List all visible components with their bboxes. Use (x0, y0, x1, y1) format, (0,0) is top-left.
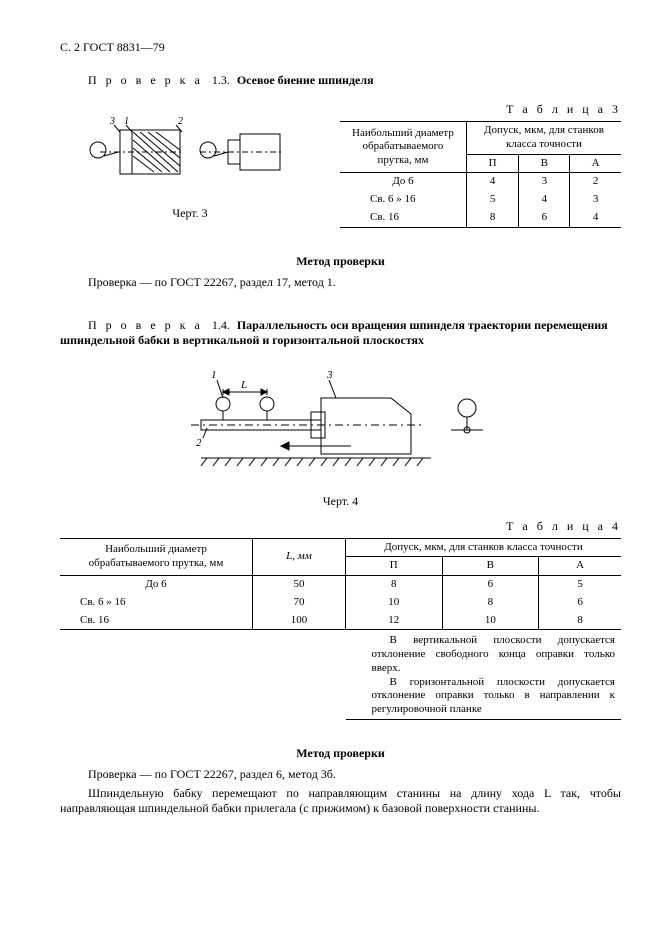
figure-3-svg: 3 1 2 (60, 110, 320, 200)
table-3-block: Т а б л и ц а 3 Наибольший диаметр обраб… (320, 102, 621, 228)
figure-3: 3 1 2 Черт. 3 (60, 102, 320, 221)
fig4-label-3: 3 (326, 369, 333, 381)
method-1-4-heading: Метод проверки (60, 746, 621, 761)
table-4-block: Т а б л и ц а 4 Наибольший диаметр обраб… (60, 519, 621, 720)
t4-r2-L: 70 (253, 594, 346, 612)
t3-r3-a: 4 (570, 209, 621, 227)
t3-r2-d: Св. 6 » 16 (340, 191, 466, 209)
t4-r2-v: 8 (442, 594, 539, 612)
fig3-label-1: 1 (124, 116, 129, 127)
t3-head-tol: Допуск, мкм, для станков класса точности (466, 122, 621, 155)
t3-col-a: А (570, 154, 621, 173)
method-1-3-text: Проверка — по ГОСТ 22267, раздел 17, мет… (60, 275, 621, 290)
t3-r3-p: 8 (466, 209, 518, 227)
t3-r2-v: 4 (519, 191, 570, 209)
table-4: Наибольший диаметр обрабатываемого прутк… (60, 538, 621, 720)
t4-col-a: А (539, 557, 621, 576)
method-1-4-text-1: Проверка — по ГОСТ 22267, раздел 6, мето… (60, 767, 621, 782)
t4-r2-a: 6 (539, 594, 621, 612)
t4-head-diam: Наибольший диаметр обрабатываемого прутк… (60, 538, 253, 576)
page-header: С. 2 ГОСТ 8831—79 (60, 40, 621, 55)
method-1-4-text-2-span: Шпиндельную бабку перемещают по направля… (60, 786, 621, 815)
t4-note-2: В горизонтальной плоскости допускается о… (352, 676, 616, 717)
t4-r3-L: 100 (253, 612, 346, 630)
t3-col-p: П (466, 154, 518, 173)
t3-col-v: В (519, 154, 570, 173)
t3-r3-d: Св. 16 (340, 209, 466, 227)
check14-number: 1.4. (212, 318, 230, 332)
t4-r2-p: 10 (346, 594, 443, 612)
t3-r3-v: 6 (519, 209, 570, 227)
check-title: Осевое биение шпинделя (237, 73, 374, 87)
figure-4-caption: Черт. 4 (60, 494, 621, 509)
t3-r1-d: До 6 (340, 173, 466, 191)
t3-r2-p: 5 (466, 191, 518, 209)
t4-r1-d: До 6 (60, 576, 253, 594)
table-3: Наибольший диаметр обрабатываемого прутк… (340, 121, 621, 228)
t4-r3-a: 8 (539, 612, 621, 630)
t4-note-1: В вертикальной плоскости допускается отк… (352, 634, 616, 675)
t4-head-L: L, мм (253, 538, 346, 576)
t4-col-p: П (346, 557, 443, 576)
fig3-label-2: 2 (178, 116, 183, 127)
table-3-caption: Т а б л и ц а 3 (340, 102, 621, 117)
t3-r1-a: 2 (570, 173, 621, 191)
t4-r3-d: Св. 16 (60, 612, 253, 630)
fig4-label-L: L (240, 379, 247, 391)
t4-r1-v: 6 (442, 576, 539, 594)
t4-head-tol: Допуск, мкм, для станков класса точности (346, 538, 622, 557)
figure-4-svg: 1 L 3 2 (161, 358, 521, 488)
fig4-label-2: 2 (196, 437, 202, 449)
fig3-and-table3-row: 3 1 2 Черт. 3 Т а б л и ц а 3 Наибольший… (60, 102, 621, 228)
method-1-4-text-2: Шпиндельную бабку перемещают по направля… (60, 786, 621, 816)
figure-3-caption: Черт. 3 (60, 206, 320, 221)
check-1-4-heading: П р о в е р к а 1.4. Параллельность оси … (60, 318, 621, 348)
table-4-caption: Т а б л и ц а 4 (60, 519, 621, 534)
t3-r1-p: 4 (466, 173, 518, 191)
fig4-label-1: 1 (211, 369, 217, 381)
method-1-3-heading: Метод проверки (60, 254, 621, 269)
t4-r2-d: Св. 6 » 16 (60, 594, 253, 612)
t3-r1-v: 3 (519, 173, 570, 191)
page-label: С. 2 ГОСТ 8831—79 (60, 40, 165, 54)
t4-r1-L: 50 (253, 576, 346, 594)
t4-r3-p: 12 (346, 612, 443, 630)
check-number: 1.3. (212, 73, 230, 87)
check14-prefix: П р о в е р к а (88, 318, 203, 332)
t3-r2-a: 3 (570, 191, 621, 209)
t4-r1-a: 5 (539, 576, 621, 594)
t4-r1-p: 8 (346, 576, 443, 594)
t4-r3-v: 10 (442, 612, 539, 630)
t4-col-v: В (442, 557, 539, 576)
fig3-label-3: 3 (109, 116, 115, 127)
t3-head-diam: Наибольший диаметр обрабатываемого прутк… (340, 122, 466, 173)
check-1-3-heading: П р о в е р к а 1.3. Осевое биение шпинд… (60, 73, 621, 88)
check-prefix: П р о в е р к а (88, 73, 203, 87)
figure-4: 1 L 3 2 Черт. 4 (60, 358, 621, 509)
